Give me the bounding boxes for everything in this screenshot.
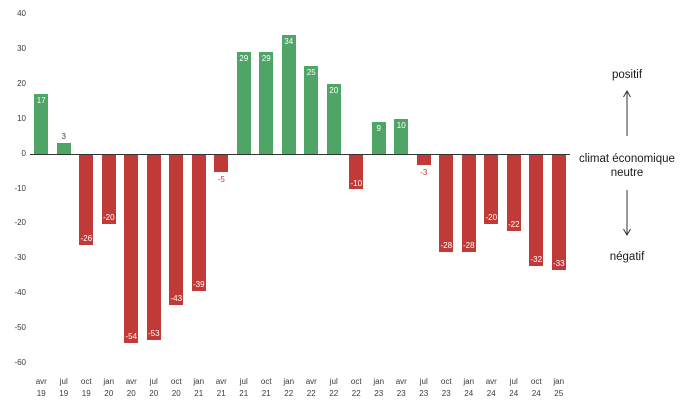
up-arrow-icon xyxy=(623,90,631,136)
bar-value-label: 29 xyxy=(239,54,249,64)
bar-value-label: -20 xyxy=(485,213,498,223)
x-tick-label: oct 24 xyxy=(530,377,542,398)
x-tick-label: avr 20 xyxy=(125,377,137,398)
x-tick-label: jan 23 xyxy=(373,377,385,398)
bar xyxy=(169,154,184,305)
x-tick-label: jan 21 xyxy=(193,377,205,398)
y-tick-label: 10 xyxy=(17,113,26,123)
bar xyxy=(506,154,521,232)
y-tick-label: -40 xyxy=(14,288,26,298)
bar-value-label: 3 xyxy=(61,132,66,142)
positive-label: positif xyxy=(611,69,643,81)
bar xyxy=(349,154,364,190)
bar xyxy=(191,154,206,291)
neutral-label-line1: climat économique xyxy=(579,153,675,165)
plot-area: 17 3 -26 -20 -54 -53 -43 -39 -5 29 29 34 25 20 -10 9 10 -… xyxy=(30,14,570,363)
x-tick-label: jan 20 xyxy=(103,377,115,398)
y-tick-label: 20 xyxy=(17,78,26,88)
x-tick-label: avr 23 xyxy=(395,377,407,398)
bar xyxy=(461,154,476,253)
y-tick-label: -20 xyxy=(14,218,26,228)
bar xyxy=(79,154,94,246)
bar-value-label: 34 xyxy=(284,36,294,46)
x-tick-label: jul 21 xyxy=(239,377,249,398)
bar-value-label: 29 xyxy=(261,54,271,64)
x-tick-label: jul 22 xyxy=(329,377,339,398)
neutral-label-line2: neutre xyxy=(610,167,644,179)
bar-value-label: 20 xyxy=(329,85,339,95)
bar xyxy=(416,154,431,166)
bar xyxy=(146,154,161,340)
bar-value-label: 9 xyxy=(376,124,381,134)
x-tick-label: oct 23 xyxy=(440,377,452,398)
bar xyxy=(529,154,544,267)
x-tick-label: jan 22 xyxy=(283,377,295,398)
bar-value-label: -53 xyxy=(147,328,160,338)
bar xyxy=(304,66,319,154)
x-tick-label: avr 22 xyxy=(305,377,317,398)
y-tick-label: 40 xyxy=(17,9,26,18)
y-tick-label: -60 xyxy=(14,358,26,367)
x-tick-label: oct 22 xyxy=(350,377,362,398)
bar xyxy=(56,143,71,154)
y-tick-label: -50 xyxy=(14,323,26,333)
bar-value-label: -5 xyxy=(217,175,225,185)
y-tick-label: 30 xyxy=(17,43,26,53)
bar-value-label: -26 xyxy=(80,234,93,244)
bar-value-label: -3 xyxy=(420,168,428,178)
bar-value-label: -20 xyxy=(102,213,115,223)
bar xyxy=(551,154,566,270)
bar-value-label: -54 xyxy=(125,332,138,342)
bar xyxy=(214,154,229,173)
bar-value-label: -43 xyxy=(170,293,183,303)
bar xyxy=(124,154,139,344)
annotation-panel: positif climat économique neutre négatif xyxy=(574,14,680,363)
bar-value-label: -28 xyxy=(440,241,453,251)
bar-value-label: -39 xyxy=(192,279,205,289)
y-tick-label: 0 xyxy=(21,148,26,158)
neutral-label: climat économique neutre xyxy=(574,152,680,180)
bar-value-label: -33 xyxy=(552,258,565,268)
x-tick-label: jul 19 xyxy=(59,377,69,398)
y-tick-label: -10 xyxy=(14,183,26,193)
bar-value-label: 25 xyxy=(306,68,316,78)
bar-value-label: -28 xyxy=(462,241,475,251)
bar xyxy=(484,154,499,225)
x-tick-label: jul 24 xyxy=(509,377,519,398)
x-tick-label: jan 24 xyxy=(463,377,475,398)
bar xyxy=(236,52,251,154)
bar xyxy=(101,154,116,225)
x-tick-label: oct 19 xyxy=(80,377,92,398)
x-tick-label: avr 19 xyxy=(35,377,47,398)
x-tick-label: jan 25 xyxy=(553,377,565,398)
x-tick-label: jul 20 xyxy=(149,377,159,398)
bar-value-label: -22 xyxy=(507,220,520,230)
y-tick-label: -30 xyxy=(14,253,26,263)
bar-value-label: 17 xyxy=(36,96,46,106)
zero-axis-line xyxy=(30,153,570,155)
x-tick-label: avr 21 xyxy=(215,377,227,398)
down-arrow-icon xyxy=(623,190,631,236)
bar-value-label: 10 xyxy=(396,120,406,130)
bar xyxy=(394,118,409,154)
bar xyxy=(34,94,49,154)
bar xyxy=(281,34,296,154)
bar-value-label: -10 xyxy=(350,178,363,188)
negative-label: négatif xyxy=(609,251,645,263)
x-tick-label: oct 20 xyxy=(170,377,182,398)
x-tick-label: avr 24 xyxy=(485,377,497,398)
bar xyxy=(326,83,341,154)
bar xyxy=(439,154,454,253)
x-tick-label: jul 23 xyxy=(419,377,429,398)
bar xyxy=(259,52,274,154)
bar-value-label: -32 xyxy=(530,255,543,265)
x-axis: avr 19 jul 19 oct 19 jan 20 avr 20 jul 20 oct 20 jan 21… xyxy=(30,376,570,406)
x-tick-label: oct 21 xyxy=(260,377,272,398)
bar xyxy=(371,122,386,154)
